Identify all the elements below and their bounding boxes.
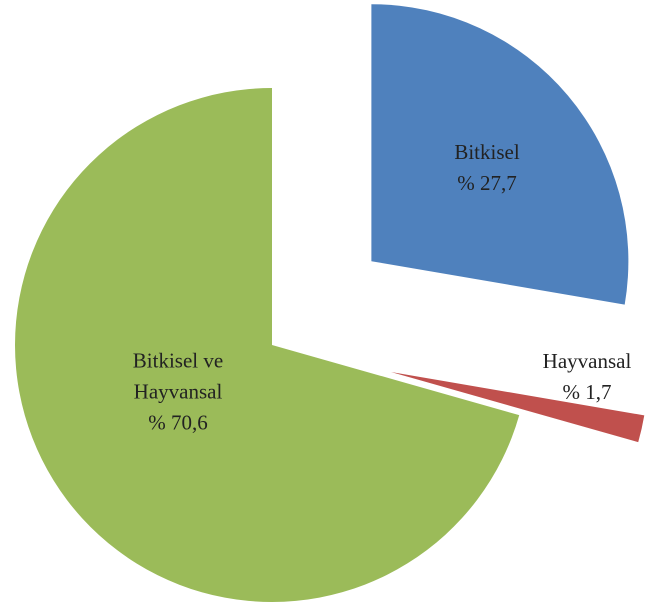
- pie-slice: [371, 4, 629, 305]
- pie-slice: [390, 371, 645, 443]
- category-label: Bitkisel ve Hayvansal: [132, 348, 224, 404]
- value-label: % 27,7: [457, 171, 517, 195]
- slice-label: Bitkisel % 27,7: [427, 137, 547, 199]
- category-label: Bitkisel: [454, 140, 520, 164]
- category-label: Hayvansal: [542, 349, 632, 373]
- slice-label: Bitkisel ve Hayvansal % 70,6: [113, 346, 243, 439]
- slice-label: Hayvansal % 1,7: [522, 346, 645, 408]
- value-label: % 1,7: [562, 380, 612, 404]
- value-label: % 70,6: [148, 410, 208, 435]
- pie-slice: [15, 88, 520, 602]
